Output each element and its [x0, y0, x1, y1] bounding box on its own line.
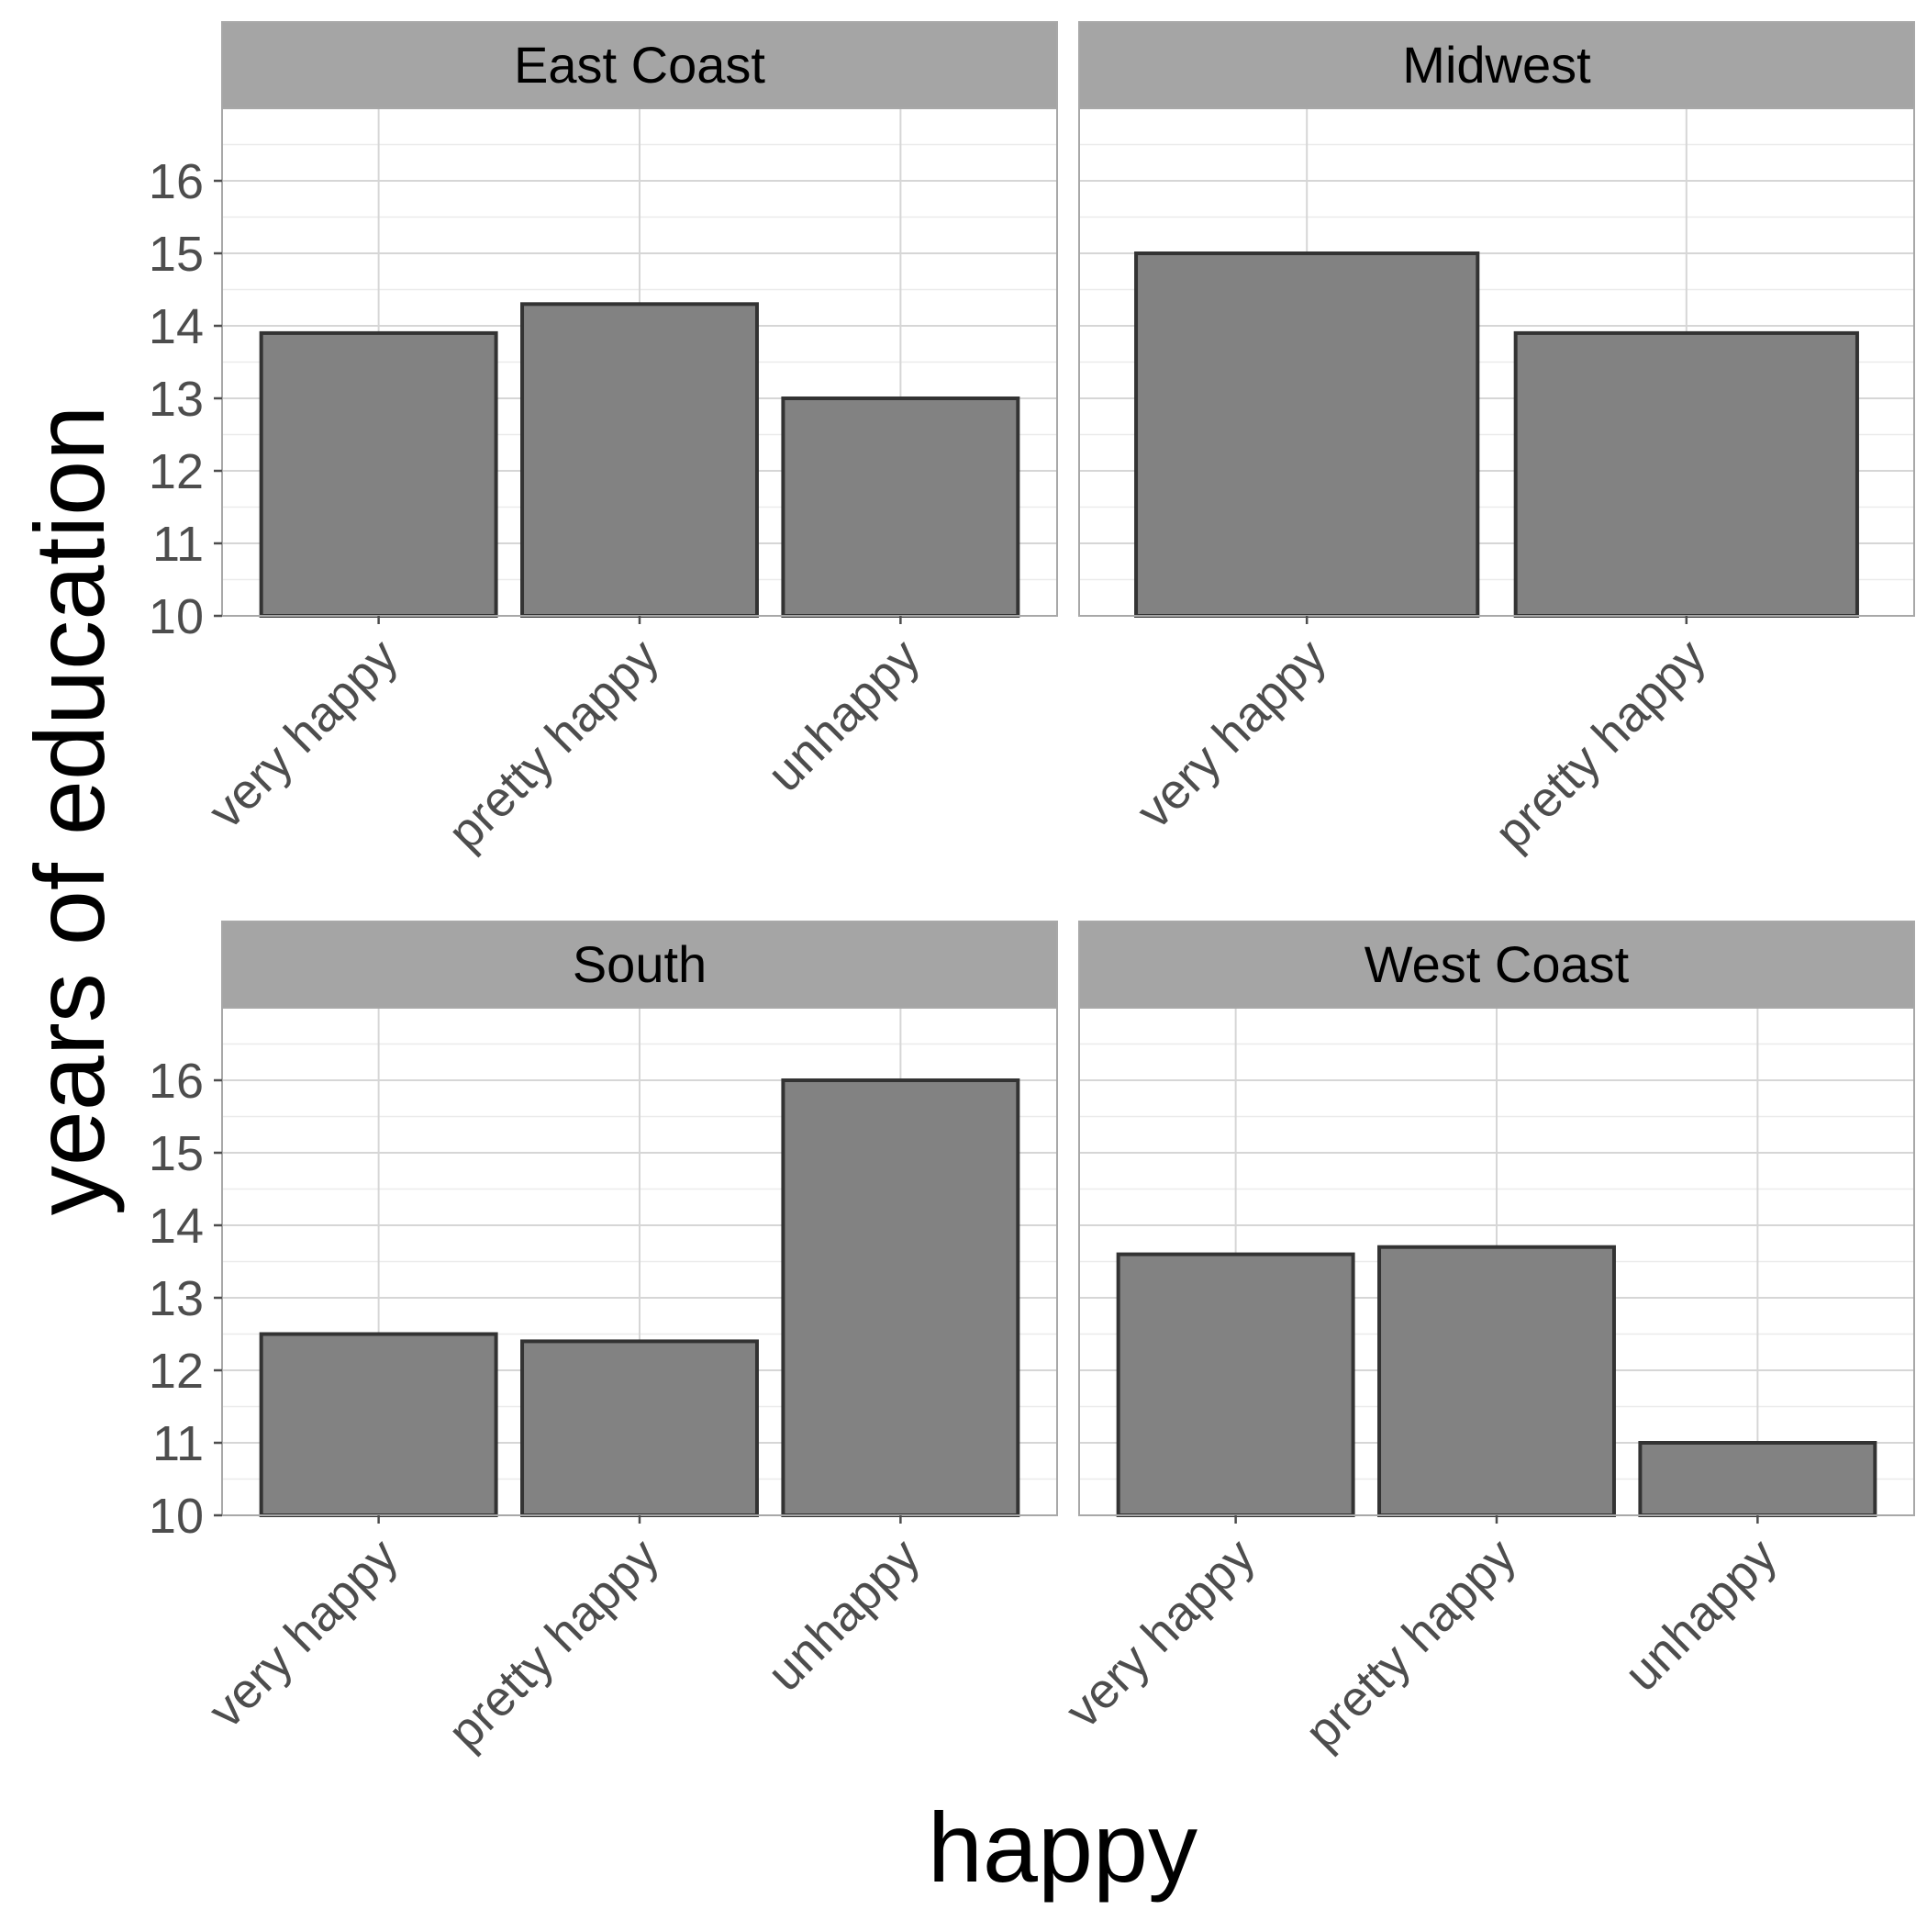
- x-tick-label-pretty-happy: pretty happy: [438, 629, 670, 861]
- x-tick-label-very-happy: very happy: [198, 1528, 408, 1738]
- bar-south-pretty-happy: [520, 1339, 759, 1518]
- x-tick-label-pretty-happy: pretty happy: [438, 1528, 670, 1760]
- bar-west-coast-pretty-happy: [1377, 1245, 1616, 1517]
- x-tick-label-very-happy: very happy: [1055, 1528, 1265, 1738]
- facet-strip: [1078, 21, 1915, 109]
- y-tick-label: 11: [152, 517, 204, 572]
- y-tick-label: 11: [152, 1416, 204, 1471]
- y-tick-label: 12: [149, 444, 204, 499]
- x-axis-title: happy: [928, 1792, 1197, 1903]
- facet-strip: [221, 21, 1058, 109]
- y-tick-label: 10: [149, 589, 204, 644]
- x-tick-label-very-happy: very happy: [1126, 629, 1336, 839]
- y-axis-title: years of education: [14, 406, 125, 1216]
- bar-midwest-pretty-happy: [1513, 330, 1859, 618]
- facet-south: South 10 11 12 13 14 15 16 very happy pretty happ…: [149, 921, 1058, 1760]
- x-tick-label-very-happy: very happy: [198, 629, 408, 839]
- y-tick-label: 10: [149, 1489, 204, 1544]
- y-tick-label: 16: [149, 154, 204, 209]
- y-tick-label: 16: [149, 1054, 204, 1109]
- x-tick-label-unhappy: unhappy: [757, 629, 930, 802]
- facet-strip-label: West Coast: [1364, 935, 1630, 993]
- facet-strip-label: East Coast: [514, 36, 765, 94]
- bar-east-coast-unhappy: [781, 396, 1020, 618]
- bar-midwest-very-happy: [1134, 251, 1480, 618]
- y-tick-label: 15: [149, 1126, 204, 1181]
- x-tick-label-pretty-happy: pretty happy: [1485, 629, 1717, 861]
- x-tick-label-unhappy: unhappy: [757, 1528, 930, 1702]
- bar-west-coast-unhappy: [1638, 1441, 1877, 1517]
- facet-strip-label: South: [573, 935, 707, 993]
- bar-south-unhappy: [781, 1078, 1020, 1517]
- bar-east-coast-pretty-happy: [520, 302, 759, 618]
- facet-midwest: Midwest very happy pretty happy: [1078, 21, 1915, 861]
- facet-strip: [221, 921, 1058, 1009]
- facet-strip-label: Midwest: [1402, 36, 1591, 94]
- bar-east-coast-very-happy: [259, 330, 498, 618]
- facet-west-coast: West Coast very happy pretty happy unhappy: [1055, 921, 1915, 1760]
- x-tick-label-pretty-happy: pretty happy: [1295, 1528, 1527, 1760]
- y-tick-label: 14: [149, 1199, 204, 1254]
- x-tick-label-unhappy: unhappy: [1614, 1528, 1788, 1702]
- y-tick-label: 12: [149, 1344, 204, 1399]
- bar-west-coast-very-happy: [1116, 1252, 1355, 1517]
- bar-south-very-happy: [259, 1332, 498, 1517]
- y-tick-label: 13: [149, 372, 204, 427]
- facet-strip: [1078, 921, 1915, 1009]
- y-tick-label: 14: [149, 299, 204, 354]
- y-tick-label: 13: [149, 1271, 204, 1326]
- y-tick-label: 15: [149, 227, 204, 282]
- facet-east-coast: East Coast 10 11 12 13 14 15 16 very happy pretty…: [149, 21, 1058, 861]
